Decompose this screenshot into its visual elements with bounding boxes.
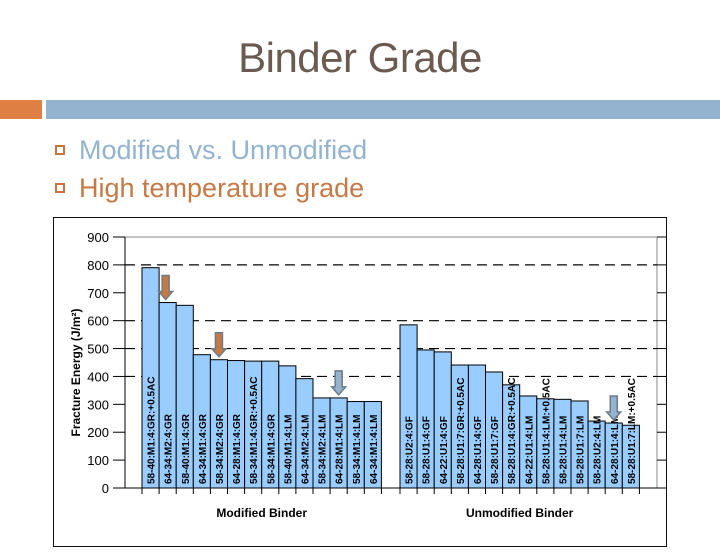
x-group-label: Unmodified Binder [466,506,574,520]
bar-label: 64-28:M1:4:LM [335,415,346,484]
bar-label: 58-34:M1:4:GR [266,413,277,484]
y-axis-label: Fracture Energy (J/m²) [69,308,83,436]
bar-label: 58-28:U1:7:GR:+0.5AC [456,378,467,484]
bar [363,401,382,489]
y-tick-label: 300 [87,397,109,412]
y-tick-label: 600 [87,314,109,329]
bullet-text: Modified vs. Unmodified [79,134,368,165]
y-tick-label: 500 [87,342,109,357]
down-arrow-icon [210,331,228,358]
bar-label: 58-40:M1:4:LM [283,415,294,484]
bar-label: 64-22:U1:4:GF [439,416,450,484]
bar-chart: 0 100 200 300 400 500 600 700 800 900 Fracture Ene… [69,230,667,520]
bar-label: 64-34:M2:4:LM [300,415,311,484]
bar-label: 58-28:U1:4:LM [558,416,569,484]
bar [621,424,640,489]
bar-label: 58-28:U2:4:LM [593,416,604,484]
bar-label: 64-28:M1:4:GR [232,413,243,484]
down-arrow-icon [156,274,175,301]
bar-label: 58-34:M1:4:GR:+0.5AC [249,376,260,484]
y-tick-label: 100 [87,453,109,468]
x-group-label: Modified Binder [216,506,307,520]
bullet-list: Modified vs. Unmodified High temperature… [55,131,367,207]
chart-frame: 0 100 200 300 400 500 600 700 800 900 Fracture Ene… [53,217,667,547]
bar-label: 58-28:U1:4:GR:+0.5AC [507,378,518,484]
bar-label: 58-34:M1:4:LM [352,415,363,484]
accent-bar-blue [46,100,720,119]
bar-label: 58-28:U1:4:LM:+0.5AC [541,378,552,484]
down-arrow-icon [605,395,623,422]
bar-label: 58-28:U1:7:LM:+0.5AC [627,378,638,484]
bar-label: 64-28:U1:4:GF [473,416,484,484]
bar-label: 64-28:U1:4:LM [610,416,621,484]
bar-label: 58-34:M2:4:GR [215,413,226,484]
y-tick-label: 200 [87,425,109,440]
y-tick-label: 700 [87,286,109,301]
y-tick-label: 900 [87,230,109,245]
bullet-item: High temperature grade [55,169,367,207]
bar-label: 64-34:M1:4:LM [369,415,380,484]
bullet-item: Modified vs. Unmodified [55,131,367,169]
bar-label: 64-22:U1:4:LM [524,416,535,484]
bar-label: 58-40:M1:4:GR [181,413,192,484]
bar-label: 64-34:M1:4:GR [198,413,209,484]
y-tick-label: 0 [102,481,109,496]
square-bullet-icon [55,145,65,155]
accent-bar-orange [0,100,42,119]
bar-label: 58-28:U1:4:GF [422,416,433,484]
bar-label: 58-40:M1:4:GR:+0.5AC [147,376,158,484]
bar-label: 64-34:M2:4:GR [164,413,175,484]
slide-title: Binder Grade [238,34,482,81]
y-tick-label: 400 [87,369,109,384]
bullet-text: High temperature grade [79,172,365,203]
bar-label: 58-28:U1:7:GF [490,416,501,484]
bar-label: 58-34:M2:4:LM [318,415,329,484]
square-bullet-icon [55,183,65,193]
bar-label: 58-28:U1:7:LM [576,416,587,484]
down-arrow-icon [329,370,348,397]
bar-label: 58-28:U2:4:GF [405,416,416,484]
y-tick-label: 800 [87,258,109,273]
